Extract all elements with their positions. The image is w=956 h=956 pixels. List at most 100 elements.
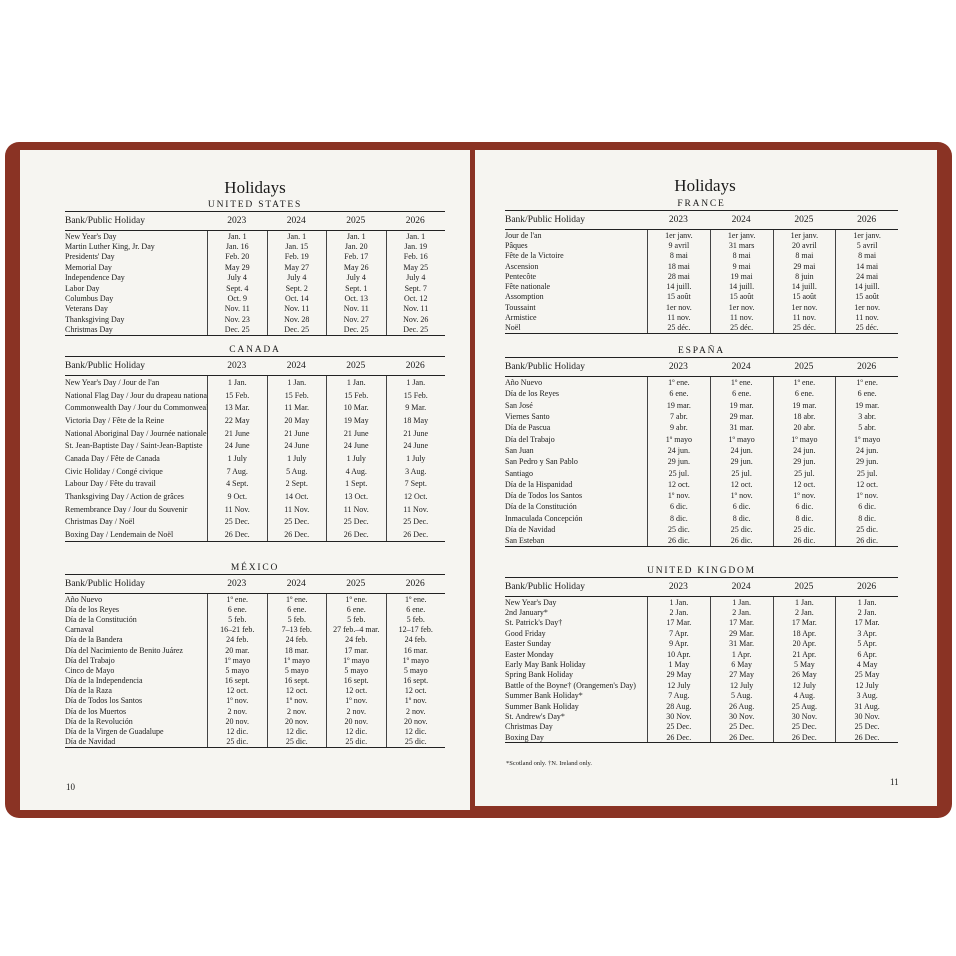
holiday-date: 27 feb.–4 mar. xyxy=(326,624,386,635)
holiday-row: Día de los Reyes 6 ene. 6 ene. 6 ene. 6 ene. xyxy=(65,604,445,615)
holiday-date: 25 dic. xyxy=(266,736,327,747)
column-header: Bank/Public Holiday xyxy=(65,361,145,371)
holiday-date: 1º ene. xyxy=(835,377,898,389)
holiday-date: 24 jun. xyxy=(772,444,836,457)
holiday-date: 1º mayo xyxy=(835,433,898,445)
holiday-date: 25 dic. xyxy=(647,523,710,536)
holiday-date: 11 Nov. xyxy=(207,502,267,516)
holiday-date: 29 jun. xyxy=(772,456,836,468)
holiday-date: 1º mayo xyxy=(709,433,773,445)
holiday-name: Pentecôte xyxy=(505,271,537,281)
header-row: Bank/Public Holiday 2023 2024 2025 2026 xyxy=(65,357,445,376)
holiday-date: 12 oct. xyxy=(709,478,773,490)
holiday-date: 20 abr. xyxy=(772,422,836,434)
holiday-name: Día de los Reyes xyxy=(505,389,559,399)
holiday-name: Día de la Independencia xyxy=(65,676,143,686)
holiday-name: Día de Todos los Santos xyxy=(505,491,583,501)
holiday-row: Spring Bank Holiday 29 May 27 May 26 May 25 … xyxy=(505,669,898,681)
holiday-date: 14 juill. xyxy=(647,281,710,292)
rows: Año Nuevo 1º ene. 1º ene. 1º ene. 1º ene. Día… xyxy=(505,377,898,548)
holiday-name: Victoria Day / Fête de la Reine xyxy=(65,415,165,425)
holiday-name: Easter Sunday xyxy=(505,639,551,649)
holiday-date: 3 Aug. xyxy=(385,464,446,478)
holiday-row: Fête nationale 14 juill. 14 juill. 14 juill… xyxy=(505,281,898,292)
holiday-date: 1 Jan. xyxy=(709,597,773,608)
holiday-name: Civic Holiday / Congé civique xyxy=(65,466,163,476)
holiday-name: Labour Day / Fête du travail xyxy=(65,479,156,489)
holiday-date: 29 May xyxy=(647,669,710,681)
year-header: 2024 xyxy=(286,361,306,371)
holiday-date: 16 sept. xyxy=(326,675,386,686)
holiday-row: Día de Navidad 25 dic. 25 dic. 25 dic. 25 di… xyxy=(65,736,445,747)
holiday-date: 1 Jan. xyxy=(207,376,267,389)
holiday-row: Thanksgiving Day / Action de grâces 9 Oct… xyxy=(65,490,445,503)
holiday-date: 17 Mar. xyxy=(772,617,836,629)
holiday-row: National Flag Day / Jour du drapeau nati… xyxy=(65,388,445,402)
holiday-row: New Year's Day 1 Jan. 1 Jan. 1 Jan. 1 Jan. xyxy=(505,597,898,608)
holiday-date: 25 Dec. xyxy=(207,515,267,529)
holiday-name: Independence Day xyxy=(65,273,125,283)
holiday-name: Boxing Day xyxy=(505,732,544,742)
holiday-date: 8 juin xyxy=(772,271,836,282)
holiday-date: 26 dic. xyxy=(772,535,836,547)
holiday-date: 24 jun. xyxy=(835,444,898,457)
holiday-date: 19 mar. xyxy=(647,399,710,411)
holiday-date: Feb. 19 xyxy=(266,251,327,263)
holiday-date: 20 May xyxy=(266,414,327,427)
holiday-row: Early May Bank Holiday 1 May 6 May 5 May 4 M… xyxy=(505,659,898,670)
holiday-date: 25 jul. xyxy=(647,467,710,479)
holiday-date: 6 dic. xyxy=(835,501,898,513)
holiday-name: Good Friday xyxy=(505,628,546,638)
holiday-date: 28 Aug. xyxy=(647,700,710,712)
holiday-date: 26 May xyxy=(772,669,836,681)
holiday-name: Armistice xyxy=(505,313,537,323)
holiday-date: 15 août xyxy=(647,291,710,303)
holiday-date: 14 juill. xyxy=(709,281,773,292)
holiday-date: 19 mai xyxy=(709,271,773,282)
holiday-date: 1º mayo xyxy=(385,655,446,666)
holiday-name: Año Nuevo xyxy=(505,378,543,388)
year-header: 2024 xyxy=(731,582,751,592)
page-number: 10 xyxy=(66,782,75,792)
holiday-date: Feb. 16 xyxy=(385,251,446,263)
holiday-name: Cinco de Mayo xyxy=(65,665,115,675)
holiday-date: 12 oct. xyxy=(772,478,836,490)
holiday-date: 9 Mar. xyxy=(385,401,446,415)
holiday-row: Victoria Day / Fête de la Reine 22 May 20 … xyxy=(65,414,445,427)
holiday-date: 9 Oct. xyxy=(207,490,267,503)
holiday-date: July 4 xyxy=(326,272,386,283)
holiday-date: 9 mai xyxy=(709,260,773,272)
holiday-date: 1º ene. xyxy=(266,594,327,605)
holiday-date: 30 Nov. xyxy=(772,711,836,722)
year-header: 2024 xyxy=(731,362,751,372)
holiday-row: 2nd January* 2 Jan. 2 Jan. 2 Jan. 2 Jan. xyxy=(505,607,898,618)
holiday-date: 1er janv. xyxy=(835,230,898,241)
holiday-date: 3 Aug. xyxy=(835,690,898,701)
holiday-date: 27 May xyxy=(709,669,773,681)
holiday-date: 24 June xyxy=(385,439,446,453)
holiday-date: 1 Sept. xyxy=(326,477,386,491)
holiday-name: St. Patrick's Day† xyxy=(505,618,563,628)
holiday-date: 24 feb. xyxy=(385,634,446,645)
holiday-date: 20 nov. xyxy=(266,716,327,727)
holiday-row: Christmas Day 25 Dec. 25 Dec. 25 Dec. 25 Dec… xyxy=(505,721,898,733)
holiday-date: 30 Nov. xyxy=(647,711,710,722)
holiday-section: FRANCE Bank/Public Holiday 2023 2024 2025 202… xyxy=(505,199,898,334)
holiday-name: Día de la Hispanidad xyxy=(505,479,573,489)
holiday-row: Día de los Muertos 2 nov. 2 nov. 2 nov. 2 no… xyxy=(65,706,445,717)
holiday-date: 1º mayo xyxy=(207,655,267,666)
holiday-row: Commonwealth Day / Jour du Commonwealth 1… xyxy=(65,401,446,415)
holiday-row: Día de Todos los Santos 1º nov. 1º nov. 1º … xyxy=(65,695,446,707)
holiday-row: Pâques 9 avril 31 mars 20 avril 5 avril xyxy=(505,240,898,251)
holiday-row: San Juan 24 jun. 24 jun. 24 jun. 24 jun. xyxy=(505,444,898,457)
year-header: 2023 xyxy=(668,215,688,225)
holiday-date: 1 Jan. xyxy=(326,376,386,389)
holiday-name: Día del Trabajo xyxy=(65,655,115,665)
holiday-date: 1º nov. xyxy=(385,695,446,707)
holiday-row: Carnaval 16–21 feb. 7–13 feb. 27 feb.–4 mar… xyxy=(65,624,445,635)
holiday-date: Nov. 11 xyxy=(385,303,446,315)
holiday-date: Sept. 4 xyxy=(207,282,267,294)
holiday-date: 1 July xyxy=(385,452,446,465)
holiday-date: 24 jun. xyxy=(647,444,710,457)
